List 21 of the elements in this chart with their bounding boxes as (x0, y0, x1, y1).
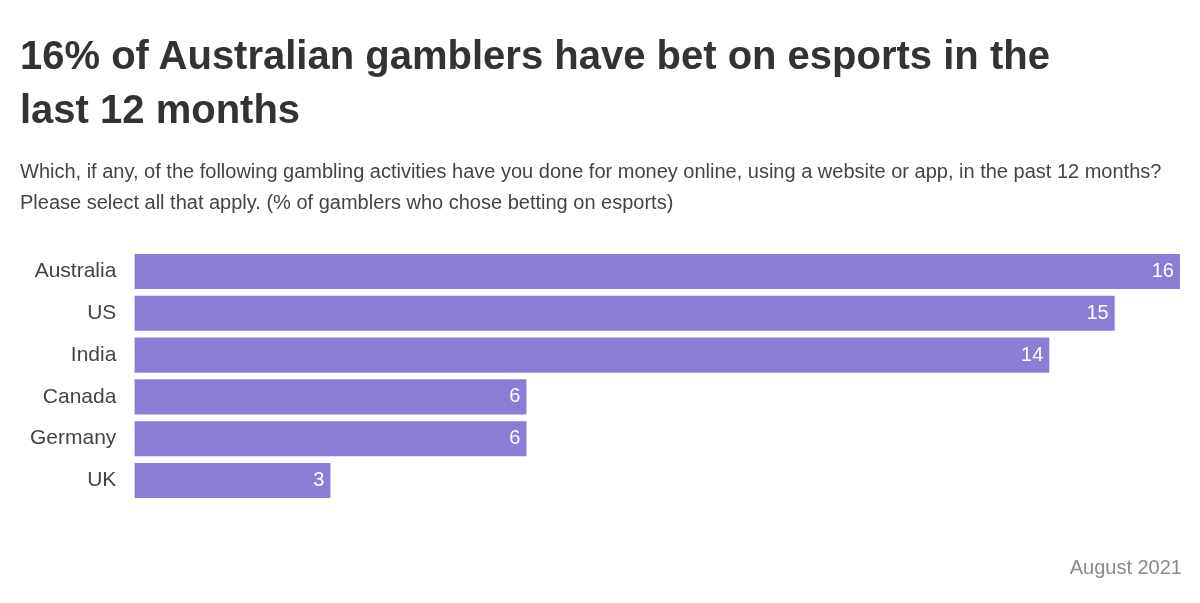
text: August 2021 (1069, 556, 1182, 579)
data-label: 6 (509, 426, 521, 449)
y-tick-label: US (87, 300, 117, 324)
chart-title: 16% of Australian gamblers have bet on esports in the last 12 months (20, 32, 1051, 133)
bar (134, 253, 1180, 290)
y-tick-label: India (70, 341, 117, 365)
y-tick-label: Canada (42, 383, 117, 407)
y-tick-label: Australia (34, 258, 117, 282)
bar (134, 379, 527, 415)
data-label: 6 (509, 384, 521, 407)
bar (134, 462, 331, 499)
bar (134, 295, 1115, 331)
data-label: 14 (1021, 342, 1044, 365)
data-label: 3 (313, 468, 325, 491)
bar (134, 421, 527, 457)
y-tick-label: UK (87, 467, 117, 491)
bar (134, 337, 1050, 373)
data-label: 15 (1086, 300, 1109, 323)
y-tick-label: Germany (30, 425, 117, 449)
data-label: 16 (1151, 259, 1174, 282)
chart-subtitle: Which, if any, of the following gambling activities have you done for money online, using a website or app, in the past 12 months? Please select all that apply. (% of gamblers who chose betting on esports) (20, 159, 1163, 215)
